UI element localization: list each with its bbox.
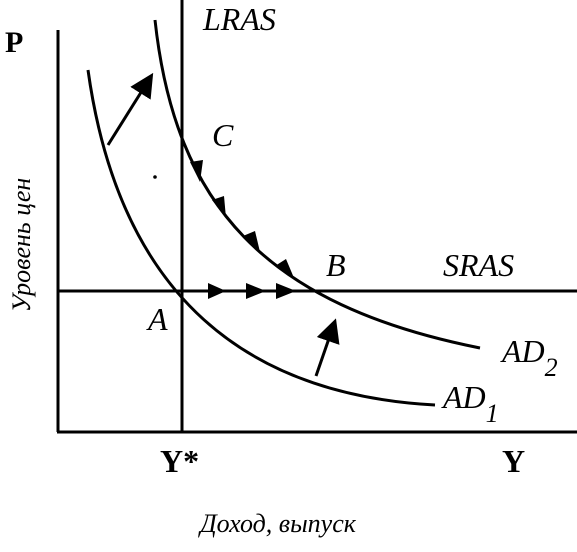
point-label: A bbox=[146, 301, 168, 337]
lras-label: LRAS bbox=[202, 1, 276, 37]
x-symbol: Y bbox=[502, 443, 525, 479]
x-label: Доход, выпуск bbox=[197, 509, 357, 538]
potential-output: Y* bbox=[160, 443, 199, 479]
ad1-label: AD1 bbox=[441, 379, 499, 428]
dot bbox=[153, 175, 157, 179]
shift-arrow bbox=[106, 72, 154, 146]
y-label: Уровень цен bbox=[7, 178, 36, 313]
ad2-sub: 2 bbox=[545, 353, 558, 382]
ad2-arrows bbox=[190, 160, 294, 278]
ad1-main: AD bbox=[441, 379, 486, 415]
ad2-main: AD bbox=[500, 333, 545, 369]
ad1-curve bbox=[86, 69, 436, 407]
y-symbol: P bbox=[5, 26, 23, 59]
sras-label: SRAS bbox=[443, 247, 514, 283]
ad2-curve bbox=[153, 19, 481, 350]
sras-arrows bbox=[208, 283, 296, 299]
ad1-sub: 1 bbox=[486, 399, 499, 428]
point-label: C bbox=[212, 117, 234, 153]
shift-arrow bbox=[314, 318, 340, 377]
ad2-label: AD2 bbox=[500, 333, 558, 382]
point-label: B bbox=[326, 247, 346, 283]
